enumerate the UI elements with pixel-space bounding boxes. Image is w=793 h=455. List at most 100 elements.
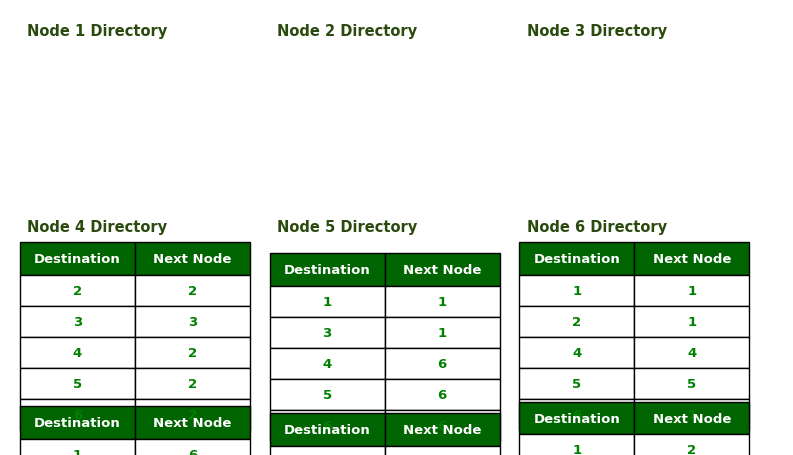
Text: 3: 3	[323, 327, 331, 339]
Bar	[634, 402, 749, 435]
Bar	[135, 368, 250, 399]
Text: Destination: Destination	[534, 412, 620, 425]
Bar	[385, 287, 500, 318]
Bar	[270, 379, 385, 410]
Bar	[20, 399, 135, 430]
Text: 1: 1	[73, 448, 82, 455]
Text: 1: 1	[438, 327, 446, 339]
Text: 6: 6	[73, 408, 82, 421]
Text: Next Node: Next Node	[153, 253, 232, 265]
Text: 2: 2	[188, 408, 197, 421]
Bar	[20, 275, 135, 306]
Text: Node 3 Directory: Node 3 Directory	[527, 25, 667, 39]
Text: 6: 6	[323, 420, 331, 432]
Bar	[270, 410, 385, 441]
Bar	[634, 243, 749, 275]
Bar	[385, 413, 500, 446]
Bar	[135, 337, 250, 368]
Bar	[20, 243, 135, 275]
Text: 5: 5	[323, 389, 331, 401]
Text: Next Node: Next Node	[403, 264, 481, 277]
Bar	[135, 439, 250, 455]
Bar	[385, 379, 500, 410]
Text: 3: 3	[73, 315, 82, 328]
Text: Next Node: Next Node	[653, 412, 731, 425]
Text: Next Node: Next Node	[653, 253, 731, 265]
Text: Next Node: Next Node	[403, 423, 481, 436]
Bar	[634, 337, 749, 368]
Text: 5: 5	[688, 377, 696, 390]
Text: 4: 4	[323, 358, 331, 370]
Text: 6: 6	[573, 408, 581, 421]
Text: Destination: Destination	[534, 253, 620, 265]
Text: 1: 1	[323, 296, 331, 308]
Bar	[385, 318, 500, 349]
Text: 2: 2	[188, 377, 197, 390]
Bar	[519, 306, 634, 337]
Text: 2: 2	[188, 284, 197, 297]
Bar	[135, 243, 250, 275]
Text: 2: 2	[688, 444, 696, 455]
Bar	[270, 413, 385, 446]
Bar	[634, 399, 749, 430]
Text: Next Node: Next Node	[153, 416, 232, 429]
Text: 1: 1	[573, 444, 581, 455]
Bar	[270, 349, 385, 379]
Text: 5: 5	[573, 377, 581, 390]
Bar	[270, 287, 385, 318]
Bar	[135, 275, 250, 306]
Bar	[20, 406, 135, 439]
Text: Destination: Destination	[34, 253, 121, 265]
Text: 1: 1	[438, 296, 446, 308]
Text: 6: 6	[188, 448, 197, 455]
Text: 6: 6	[438, 389, 446, 401]
Bar	[135, 399, 250, 430]
Bar	[519, 402, 634, 435]
Bar	[20, 337, 135, 368]
Bar	[20, 368, 135, 399]
Text: 6: 6	[438, 420, 446, 432]
Bar	[270, 318, 385, 349]
Bar	[634, 368, 749, 399]
Text: Node 6 Directory: Node 6 Directory	[527, 220, 667, 235]
Bar	[270, 446, 385, 455]
Text: 3: 3	[188, 315, 197, 328]
Text: 4: 4	[73, 346, 82, 359]
Bar	[519, 399, 634, 430]
Text: Node 1 Directory: Node 1 Directory	[28, 25, 167, 39]
Bar	[385, 410, 500, 441]
Text: 1: 1	[688, 284, 696, 297]
Text: 1: 1	[688, 408, 696, 421]
Text: 5: 5	[73, 377, 82, 390]
Bar	[135, 306, 250, 337]
Bar	[20, 306, 135, 337]
Bar	[20, 439, 135, 455]
Bar	[634, 435, 749, 455]
Bar	[519, 337, 634, 368]
Bar	[634, 306, 749, 337]
Bar	[385, 349, 500, 379]
Bar	[270, 254, 385, 287]
Text: Destination: Destination	[284, 423, 370, 436]
Bar	[519, 275, 634, 306]
Text: 1: 1	[573, 284, 581, 297]
Bar	[519, 435, 634, 455]
Bar	[385, 446, 500, 455]
Bar	[634, 275, 749, 306]
Text: Destination: Destination	[34, 416, 121, 429]
Text: Node 5 Directory: Node 5 Directory	[278, 220, 417, 235]
Text: 4: 4	[688, 346, 696, 359]
Text: 1: 1	[688, 315, 696, 328]
Bar	[385, 254, 500, 287]
Text: 2: 2	[188, 346, 197, 359]
Text: Node 2 Directory: Node 2 Directory	[278, 25, 417, 39]
Bar	[519, 243, 634, 275]
Bar	[135, 406, 250, 439]
Text: 2: 2	[73, 284, 82, 297]
Bar	[519, 368, 634, 399]
Text: 4: 4	[573, 346, 581, 359]
Text: Node 4 Directory: Node 4 Directory	[28, 220, 167, 235]
Text: Destination: Destination	[284, 264, 370, 277]
Text: 6: 6	[438, 358, 446, 370]
Text: 2: 2	[573, 315, 581, 328]
